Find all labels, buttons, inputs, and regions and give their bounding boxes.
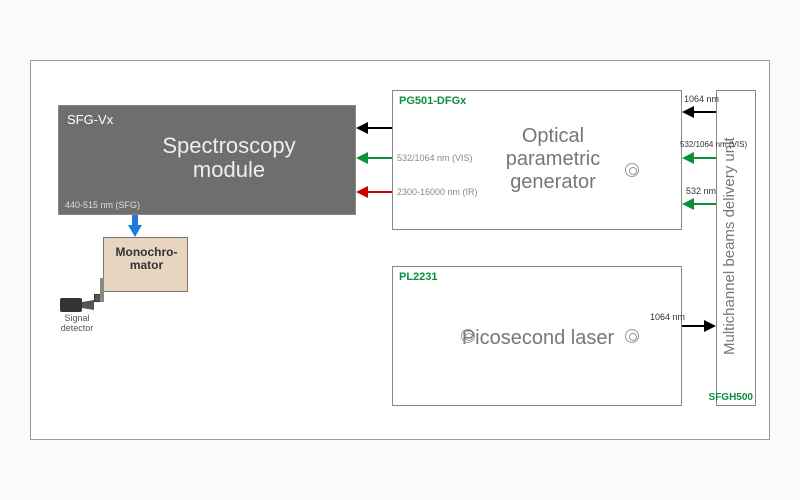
opg-module: PG501-DFGx Opticalparametricgenerator 53… [392,90,682,230]
opg-model: PG501-DFGx [399,95,466,107]
sfgvx-main-label: Spectroscopy module [129,134,329,182]
beam-532-to-opg [682,197,716,211]
beam-1064-label: 1064 nm [684,94,719,104]
opg-main-label: Opticalparametricgenerator [453,125,653,194]
laser-model: PL2231 [399,271,438,283]
sfg-to-mono-beam [128,215,142,237]
spectroscopy-module: SFG-Vx Spectroscopy module 440-515 nm (S… [58,105,356,215]
beam-vis-label: 532/1064 nm (VIS) [680,140,747,149]
opg-vis-label: 532/1064 nm (VIS) [397,153,473,163]
mono-title: Monochro-mator [104,246,189,272]
signal-detector-label: Signaldetector [54,314,100,334]
beam-laser-1064-label: 1064 nm [650,312,685,322]
beam-vis-to-opg [682,151,716,165]
opg-ir-label: 2300-16000 nm (IR) [397,187,478,197]
screw-icon [461,329,475,343]
delivery-model: SFGH500 [709,392,753,403]
laser-module: PL2231 Picosecond laser [392,266,682,406]
beam-opg-to-sfg-ir [356,185,392,199]
monochromator: Monochro-mator [103,237,188,292]
sfgvx-title: SFG-Vx [67,112,113,127]
sfgvx-output-label: 440-515 nm (SFG) [65,200,140,210]
screw-icon [625,163,639,177]
mono-left-port [100,278,104,302]
beam-532-label: 532 nm [686,186,716,196]
beam-opg-to-sfg-vis [356,151,392,165]
laser-main-label: Picosecond laser [393,327,683,350]
signal-detector [60,295,94,313]
beam-opg-to-sfg-1 [356,121,392,135]
beam-laser-to-delivery [682,319,716,333]
beam-1064-to-opg [682,105,716,119]
screw-icon [625,329,639,343]
delivery-main-label: Multichannel beams delivery unit [721,111,753,381]
delivery-unit: SFGH500 Multichannel beams delivery unit [716,90,756,406]
